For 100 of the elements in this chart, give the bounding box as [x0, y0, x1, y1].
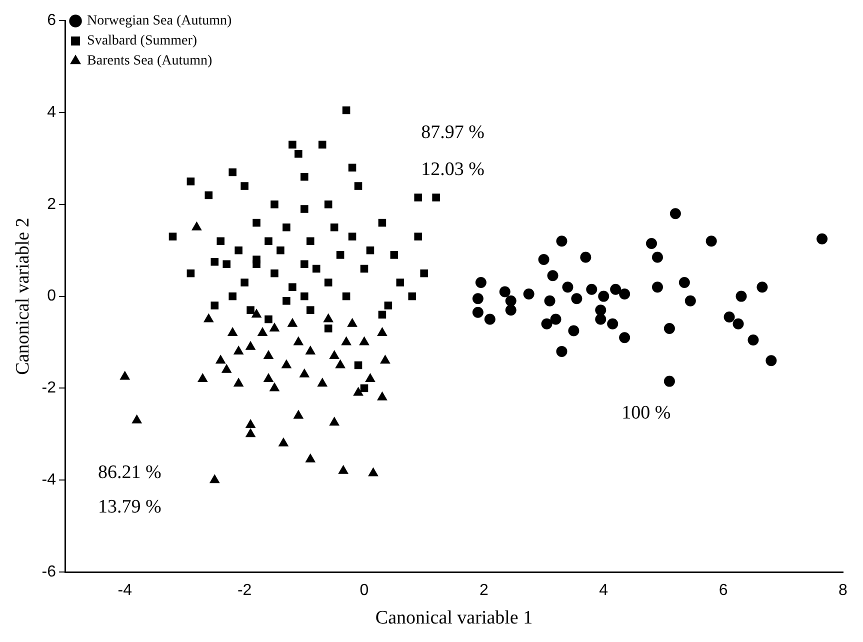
point	[556, 236, 568, 247]
point	[312, 264, 320, 273]
point	[670, 208, 681, 220]
point	[736, 290, 747, 302]
point	[221, 364, 232, 373]
point	[432, 194, 440, 202]
point	[354, 361, 362, 370]
point	[168, 232, 177, 240]
point	[378, 218, 386, 227]
point	[282, 297, 290, 305]
point	[324, 200, 332, 208]
point	[475, 277, 486, 288]
point	[336, 251, 344, 259]
point	[288, 140, 296, 149]
point	[329, 416, 340, 426]
point	[342, 106, 350, 114]
point	[306, 306, 314, 314]
point	[270, 200, 278, 208]
point	[505, 295, 516, 306]
point	[595, 304, 606, 316]
point	[544, 295, 556, 306]
x-tick-label: 0	[360, 582, 369, 600]
point	[756, 282, 768, 293]
point	[420, 269, 428, 278]
point	[586, 284, 598, 295]
point	[664, 376, 675, 387]
point	[234, 246, 242, 254]
y-tick-label: 2	[47, 196, 56, 213]
point	[245, 340, 256, 350]
point	[329, 350, 340, 360]
annotation: 86.21 %	[98, 462, 162, 484]
annotation: 13.79 %	[98, 496, 162, 518]
point	[294, 150, 302, 158]
point	[353, 386, 364, 396]
point	[341, 336, 352, 346]
point	[368, 467, 378, 476]
point	[571, 293, 582, 304]
point	[282, 223, 290, 232]
point	[684, 295, 696, 306]
point	[281, 359, 292, 368]
point	[646, 238, 657, 249]
point	[305, 345, 316, 354]
point	[472, 293, 484, 304]
point	[359, 336, 370, 346]
point	[324, 278, 332, 286]
y-tick-label: -4	[42, 472, 56, 489]
point	[408, 292, 416, 300]
point	[323, 313, 334, 322]
point	[664, 322, 675, 334]
point	[317, 378, 328, 387]
point	[652, 282, 663, 293]
point	[348, 164, 356, 172]
point	[541, 318, 552, 330]
point	[523, 288, 534, 300]
point	[227, 327, 238, 336]
x-tick-label: 4	[599, 582, 608, 600]
point	[288, 283, 296, 291]
point	[598, 290, 610, 302]
point	[245, 418, 256, 428]
annotation: 87.97 %	[421, 122, 485, 144]
y-tick-label: -6	[42, 563, 56, 580]
point	[724, 311, 735, 322]
point	[278, 437, 289, 446]
point	[377, 327, 388, 336]
point	[580, 252, 592, 263]
point	[338, 464, 348, 474]
point	[300, 292, 308, 300]
point	[324, 324, 332, 332]
point	[228, 168, 236, 176]
y-tick-label: 6	[47, 12, 56, 30]
point	[287, 318, 298, 327]
point	[252, 218, 260, 227]
point	[610, 284, 622, 295]
y-axis-title: Canonical variable 2	[12, 218, 34, 375]
point	[619, 332, 630, 344]
point	[300, 260, 308, 268]
x-tick-label: 6	[718, 582, 728, 600]
point	[233, 378, 244, 387]
point	[378, 310, 386, 319]
point	[360, 264, 368, 273]
point	[263, 373, 274, 382]
point	[652, 252, 663, 263]
point	[264, 315, 272, 324]
point	[210, 258, 219, 266]
legend-label: Svalbard (Summer)	[87, 34, 198, 49]
point	[246, 306, 254, 314]
point	[228, 292, 236, 300]
point	[269, 382, 280, 392]
annotation: 12.03 %	[421, 158, 485, 180]
point	[276, 246, 284, 254]
point	[472, 306, 484, 318]
point	[209, 474, 220, 484]
point	[300, 205, 308, 213]
point	[210, 302, 219, 310]
legend-label: Norwegian Sea (Autumn)	[87, 14, 232, 29]
point	[347, 318, 358, 327]
point	[568, 325, 580, 336]
point	[257, 327, 268, 336]
point	[619, 288, 630, 300]
point	[263, 350, 274, 360]
